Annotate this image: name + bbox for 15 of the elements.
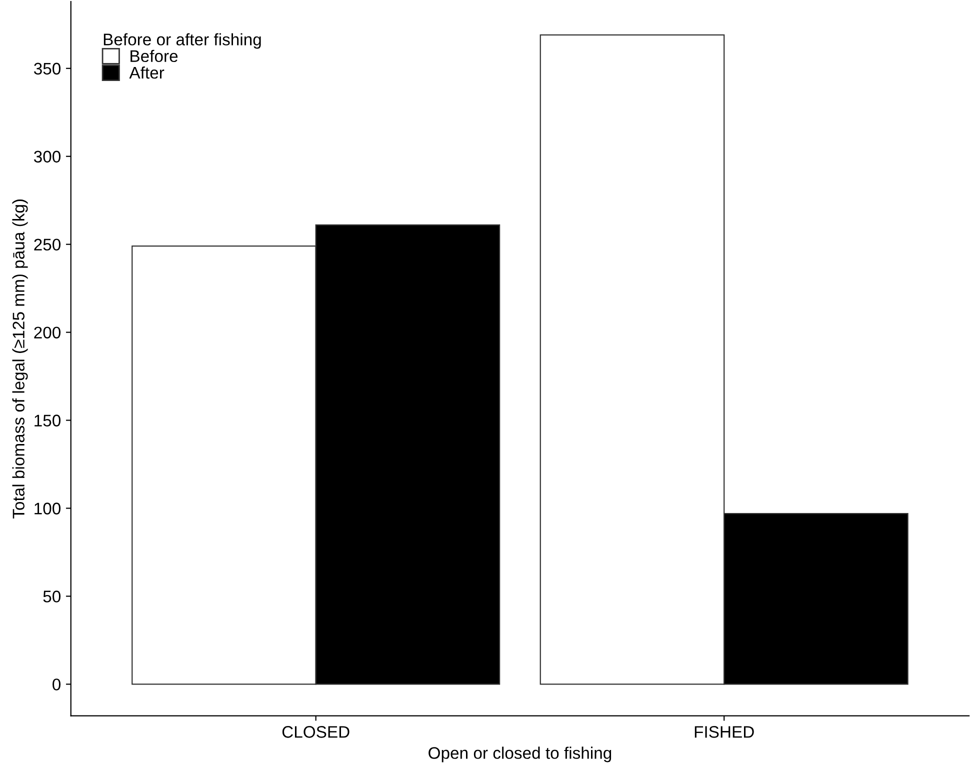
legend-label: After [129, 66, 164, 79]
x-tick-label: CLOSED [282, 726, 350, 738]
y-tick-label: 300 [34, 150, 61, 163]
y-tick-label: 200 [34, 326, 61, 339]
legend-label: Before [130, 50, 178, 62]
y-tick-label: 50 [43, 590, 61, 602]
y-tick-label: 250 [34, 238, 61, 251]
y-tick-label: 0 [52, 678, 61, 690]
y-tick-label: 350 [34, 62, 61, 75]
y-axis-title: Total biomass of legal (≥125 mm) pāua (kg) [12, 200, 28, 519]
y-tick-label: 150 [34, 414, 61, 426]
x-axis-title: Open or closed to fishing [428, 746, 612, 762]
y-tick-label: 100 [34, 502, 61, 514]
x-tick-label: FISHED [694, 726, 754, 738]
legend-title: Before or after fishing [104, 33, 261, 49]
